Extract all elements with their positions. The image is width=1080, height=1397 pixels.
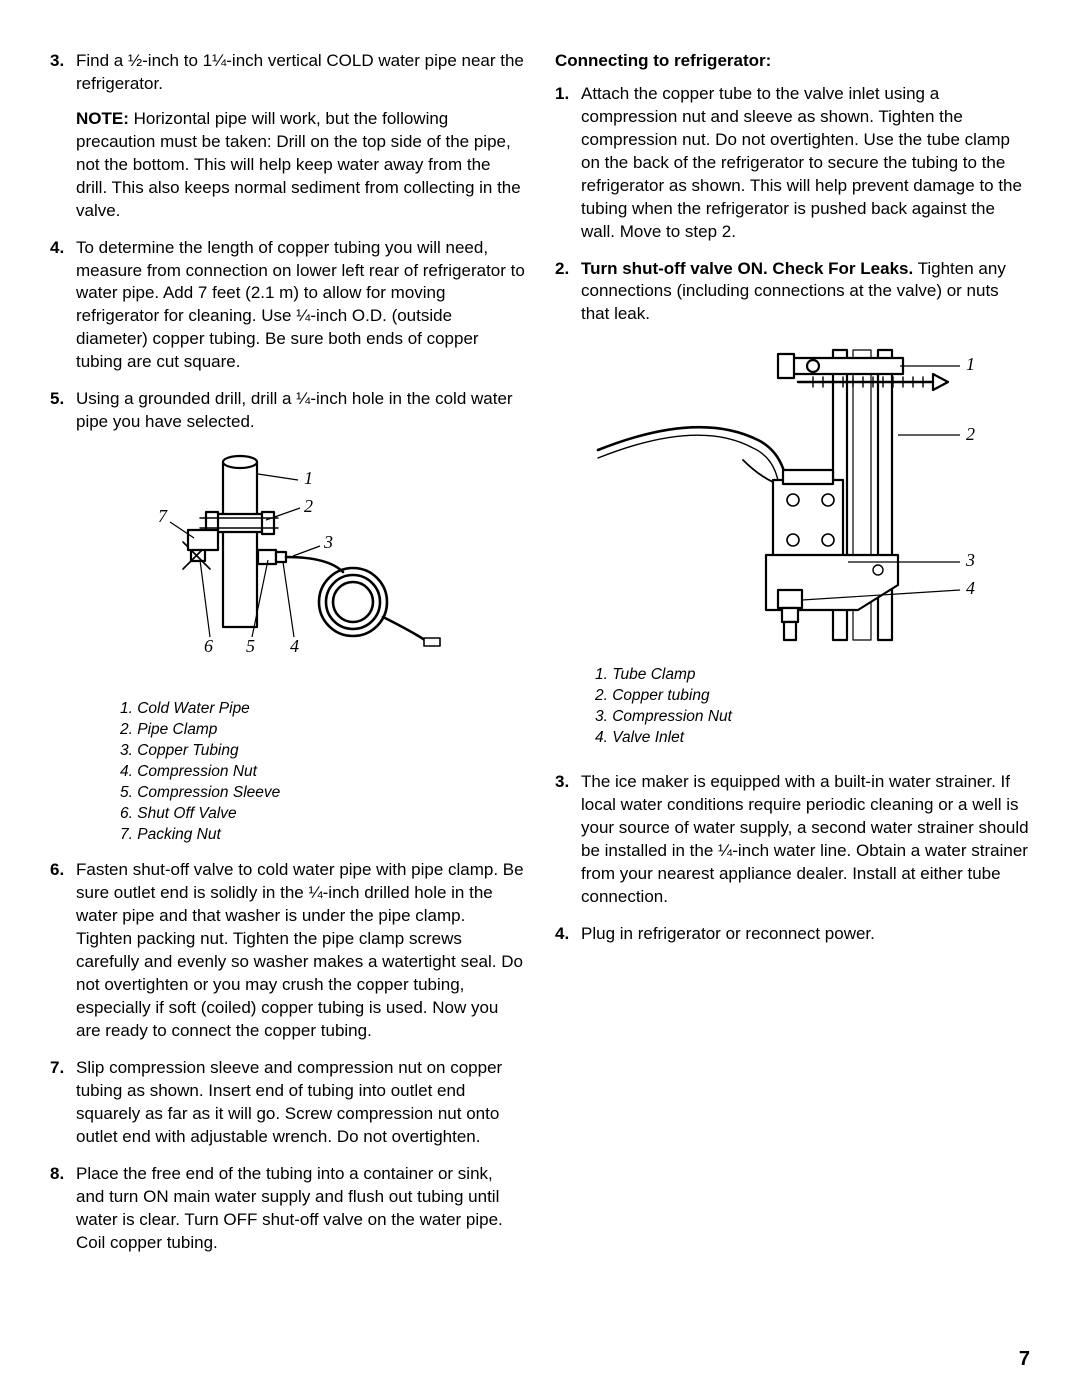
legend-item: 5. Compression Sleeve (120, 783, 525, 804)
note-text: Horizontal pipe will work, but the follo… (76, 109, 521, 220)
legend-item: 4. Compression Nut (120, 762, 525, 783)
step-5: 5. Using a grounded drill, drill a ¼-inc… (50, 388, 525, 434)
refrigerator-connection-diagram-icon: 1 2 3 4 (578, 340, 1008, 650)
step-6: 6. Fasten shut-off valve to cold water p… (50, 859, 525, 1043)
callout-4: 4 (290, 636, 299, 656)
step-number: 5. (50, 388, 76, 434)
step-text: Plug in refrigerator or reconnect power. (581, 923, 1030, 946)
r-step-1: 1. Attach the copper tube to the valve i… (555, 83, 1030, 244)
legend-item: 1. Cold Water Pipe (120, 699, 525, 720)
step-text: Fasten shut-off valve to cold water pipe… (76, 859, 525, 1043)
figure-2-legend: 1. Tube Clamp 2. Copper tubing 3. Compre… (595, 665, 1030, 749)
legend-item: 4. Valve Inlet (595, 728, 1030, 749)
callout-3: 3 (323, 532, 333, 552)
left-column: 3. Find a ½-inch to 1¼-inch vertical COL… (50, 50, 525, 1268)
callout-1: 1 (966, 354, 975, 374)
callout-2: 2 (304, 496, 313, 516)
step-number: 4. (555, 923, 581, 946)
figure-2: 1 2 3 4 1. Tube Clamp 2. Copper tubing 3… (555, 340, 1030, 749)
legend-item: 2. Pipe Clamp (120, 720, 525, 741)
callout-1: 1 (304, 468, 313, 488)
step-number: 1. (555, 83, 581, 244)
step-number: 6. (50, 859, 76, 1043)
step-4: 4. To determine the length of copper tub… (50, 237, 525, 375)
right-steps-list: 1. Attach the copper tube to the valve i… (555, 83, 1030, 326)
step-text: Using a grounded drill, drill a ¼-inch h… (76, 388, 525, 434)
step-text: Find a ½-inch to 1¼-inch vertical COLD w… (76, 51, 524, 93)
step-number: 2. (555, 258, 581, 327)
legend-item: 3. Compression Nut (595, 707, 1030, 728)
figure-1-legend: 1. Cold Water Pipe 2. Pipe Clamp 3. Copp… (120, 699, 525, 845)
step-text: The ice maker is equipped with a built-i… (581, 771, 1030, 909)
legend-item: 1. Tube Clamp (595, 665, 1030, 686)
callout-5: 5 (246, 636, 255, 656)
callout-7: 7 (158, 506, 168, 526)
step-note: NOTE: Horizontal pipe will work, but the… (76, 108, 525, 223)
left-steps-list: 3. Find a ½-inch to 1¼-inch vertical COL… (50, 50, 525, 434)
page-number: 7 (1019, 1346, 1030, 1373)
step-3: 3. Find a ½-inch to 1¼-inch vertical COL… (50, 50, 525, 223)
legend-item: 3. Copper Tubing (120, 741, 525, 762)
r-step-3: 3. The ice maker is equipped with a buil… (555, 771, 1030, 909)
step-number: 8. (50, 1163, 76, 1255)
callout-4: 4 (966, 578, 975, 598)
step-body: Turn shut-off valve ON. Check For Leaks.… (581, 258, 1030, 327)
note-label: NOTE: (76, 109, 129, 128)
step-number: 7. (50, 1057, 76, 1149)
step-8: 8. Place the free end of the tubing into… (50, 1163, 525, 1255)
step-text: Place the free end of the tubing into a … (76, 1163, 525, 1255)
legend-item: 7. Packing Nut (120, 825, 525, 846)
legend-item: 6. Shut Off Valve (120, 804, 525, 825)
right-column: Connecting to refrigerator: 1. Attach th… (555, 50, 1030, 1268)
step-number: 3. (50, 50, 76, 223)
two-column-layout: 3. Find a ½-inch to 1¼-inch vertical COL… (50, 50, 1030, 1268)
r-step-4: 4. Plug in refrigerator or reconnect pow… (555, 923, 1030, 946)
legend-item: 2. Copper tubing (595, 686, 1030, 707)
step-text: To determine the length of copper tubing… (76, 237, 525, 375)
step-bold: Turn shut-off valve ON. Check For Leaks. (581, 259, 913, 278)
figure-1: 1 2 3 4 5 6 7 1. Cold Water Pipe 2. Pipe… (50, 452, 525, 845)
pipe-valve-diagram-icon: 1 2 3 4 5 6 7 (128, 452, 448, 682)
step-number: 4. (50, 237, 76, 375)
section-heading: Connecting to refrigerator: (555, 50, 1030, 73)
r-step-2: 2. Turn shut-off valve ON. Check For Lea… (555, 258, 1030, 327)
step-number: 3. (555, 771, 581, 909)
step-text: Slip compression sleeve and compression … (76, 1057, 525, 1149)
right-steps-list-cont: 3. The ice maker is equipped with a buil… (555, 771, 1030, 946)
callout-2: 2 (966, 424, 975, 444)
step-7: 7. Slip compression sleeve and compressi… (50, 1057, 525, 1149)
step-text: Attach the copper tube to the valve inle… (581, 83, 1030, 244)
step-body: Find a ½-inch to 1¼-inch vertical COLD w… (76, 50, 525, 223)
callout-3: 3 (965, 550, 975, 570)
left-steps-list-cont: 6. Fasten shut-off valve to cold water p… (50, 859, 525, 1254)
callout-6: 6 (204, 636, 213, 656)
